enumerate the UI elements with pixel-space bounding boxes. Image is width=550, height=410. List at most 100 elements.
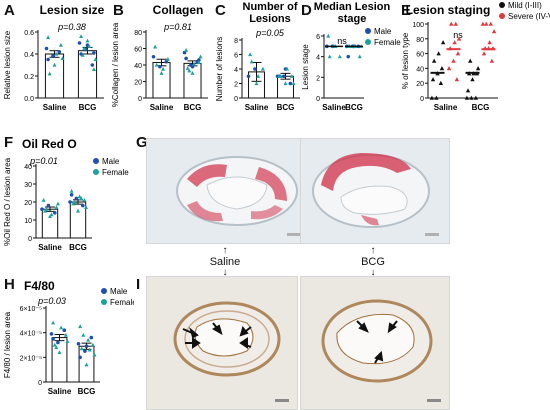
data-point-male: [77, 41, 82, 45]
panel-label-g: G: [136, 134, 148, 151]
y-tick-label: 2: [316, 75, 320, 82]
legend-label: Female: [374, 38, 401, 47]
data-point-female: [91, 67, 96, 71]
bcg-arrow-label: ↑ BCG ↓: [348, 246, 398, 278]
data-point-female: [85, 38, 90, 43]
data-point-female: [77, 194, 82, 199]
y-tick-label: 0: [234, 96, 238, 103]
chart-title: Lesion size: [40, 3, 105, 17]
legend-marker: [101, 288, 107, 294]
panel-label-h: H: [4, 276, 15, 293]
y-tick-label: 0: [38, 380, 42, 387]
y-tick-label: 0: [420, 96, 424, 103]
y-tick-label: 40: [134, 63, 142, 70]
data-point-mild: [465, 88, 471, 93]
data-point-female: [59, 325, 64, 330]
chart-title: F4/80: [24, 279, 55, 293]
legend-label: Male: [374, 27, 392, 36]
data-point-male: [197, 58, 201, 62]
panel-label-e: E: [401, 2, 412, 19]
data-point-female: [260, 66, 265, 71]
data-point-male: [53, 211, 57, 215]
down-arrow-icon: ↓: [370, 267, 376, 278]
data-point-female: [41, 198, 46, 202]
p-value-label: p=0.03: [37, 296, 66, 306]
data-point-female: [337, 54, 342, 59]
micrograph-g-saline: [146, 138, 312, 244]
y-tick-label: 40: [24, 164, 32, 171]
x-tick-label: BCG: [79, 103, 97, 112]
y-tick-label: 6×10⁻⁵: [20, 306, 42, 313]
data-point-female: [192, 61, 197, 66]
y-axis-label: %Collagen / lesion area: [111, 22, 120, 107]
data-point-male: [184, 56, 188, 61]
y-tick-label: 20: [134, 80, 142, 87]
legend-marker: [499, 2, 505, 8]
down-arrow-icon: ↓: [222, 267, 228, 278]
data-point-male: [57, 50, 62, 54]
micrograph-i-bcg: [300, 276, 450, 410]
x-tick-label: BCG: [345, 103, 363, 112]
data-point-severe: [488, 21, 493, 26]
data-point-female: [92, 352, 97, 357]
legend-label: Mild (I-III): [508, 1, 542, 10]
data-point-female: [87, 44, 92, 48]
data-point-severe: [452, 40, 457, 45]
legend-label: Female: [102, 168, 129, 177]
data-point-male: [81, 203, 85, 208]
data-point-mild: [468, 58, 473, 63]
data-point-female: [69, 189, 74, 193]
x-tick-label: BCG: [277, 103, 295, 112]
data-point-severe: [449, 21, 454, 26]
data-point-male: [62, 328, 67, 332]
x-tick-label: BCG: [69, 243, 87, 252]
legend-label: Female: [110, 298, 134, 307]
chart-b-collagen: Collagen p=0.81 0 20 40 60 80 %Collagen / lesio…: [111, 3, 208, 112]
x-tick-label: Saline: [434, 103, 458, 112]
data-point-male: [346, 54, 351, 59]
data-point-male: [76, 341, 81, 346]
chart-f-oil-red-o: Oil Red O p=0.01 0 10 20 30 40 %Oil Red O / les…: [3, 137, 129, 252]
data-point-female: [49, 212, 54, 217]
data-point-male: [51, 337, 55, 341]
micrograph-g-bcg: [300, 138, 450, 244]
data-point-female: [58, 43, 63, 47]
bar: [77, 50, 98, 99]
data-point-female: [187, 68, 192, 73]
y-tick-label: 80: [416, 37, 424, 44]
legend-marker: [93, 158, 99, 164]
data-point-female: [82, 198, 87, 202]
y-tick-label: 8: [234, 38, 238, 45]
data-point-female: [52, 62, 57, 67]
y-tick-label: 4×10⁻⁵: [20, 331, 42, 338]
panel-label-d: D: [301, 2, 312, 19]
data-point-severe: [455, 51, 461, 56]
data-point-male: [151, 54, 156, 59]
y-axis-label: % of lesion type: [401, 32, 410, 89]
legend-label: Male: [102, 157, 120, 166]
data-point-male: [49, 332, 54, 336]
data-point-male: [69, 193, 74, 197]
data-point-male: [40, 207, 44, 211]
chart-title: Oil Red O: [22, 137, 77, 151]
data-point-male: [84, 344, 89, 349]
legend-label: Severe (IV-VI): [508, 12, 550, 21]
data-point-female: [165, 57, 170, 61]
x-tick-label: Saline: [48, 387, 72, 396]
data-point-male: [89, 335, 94, 340]
data-point-mild: [469, 95, 474, 100]
legend-marker: [499, 13, 505, 19]
macrophage-arrows: [356, 320, 398, 364]
data-point-male: [78, 355, 82, 360]
y-tick-label: 4: [316, 55, 320, 62]
p-value-label: p=0.05: [255, 28, 285, 38]
legend-marker: [93, 169, 99, 175]
data-point-female: [65, 339, 70, 343]
chart-c-number-of-lesions: Number of Lesions p=0.05 0 2 4 6 8 Number of les…: [215, 1, 300, 112]
y-tick-label: 0: [138, 96, 142, 103]
data-point-female: [159, 71, 164, 75]
data-point-female: [57, 350, 62, 354]
data-point-mild: [434, 95, 439, 100]
y-tick-label: 20: [416, 81, 424, 88]
data-point-female: [54, 51, 59, 56]
